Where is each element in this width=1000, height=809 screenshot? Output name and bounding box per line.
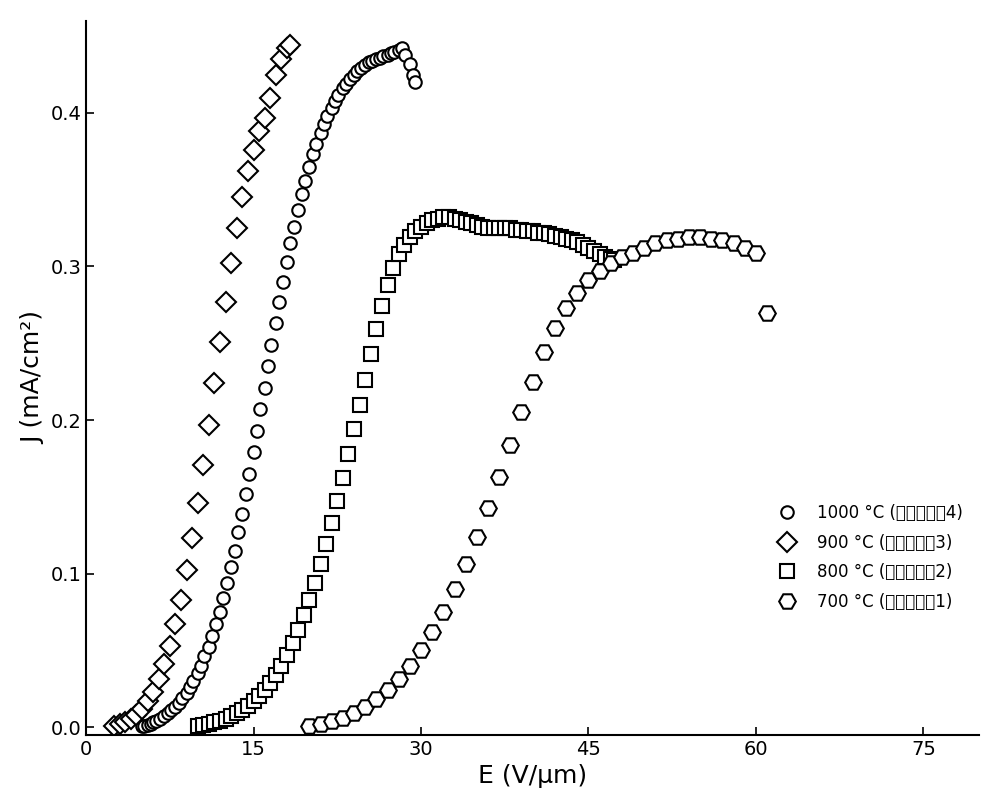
Legend: 1000 °C (采用实施例4), 900 °C (采用实施例3), 800 °C (采用实施例2), 700 °C (采用实施例1): 1000 °C (采用实施例4), 900 °C (采用实施例3), 800 °… bbox=[762, 496, 971, 620]
Y-axis label: J (mA/cm²): J (mA/cm²) bbox=[21, 311, 45, 444]
X-axis label: E (V/μm): E (V/μm) bbox=[478, 765, 587, 788]
